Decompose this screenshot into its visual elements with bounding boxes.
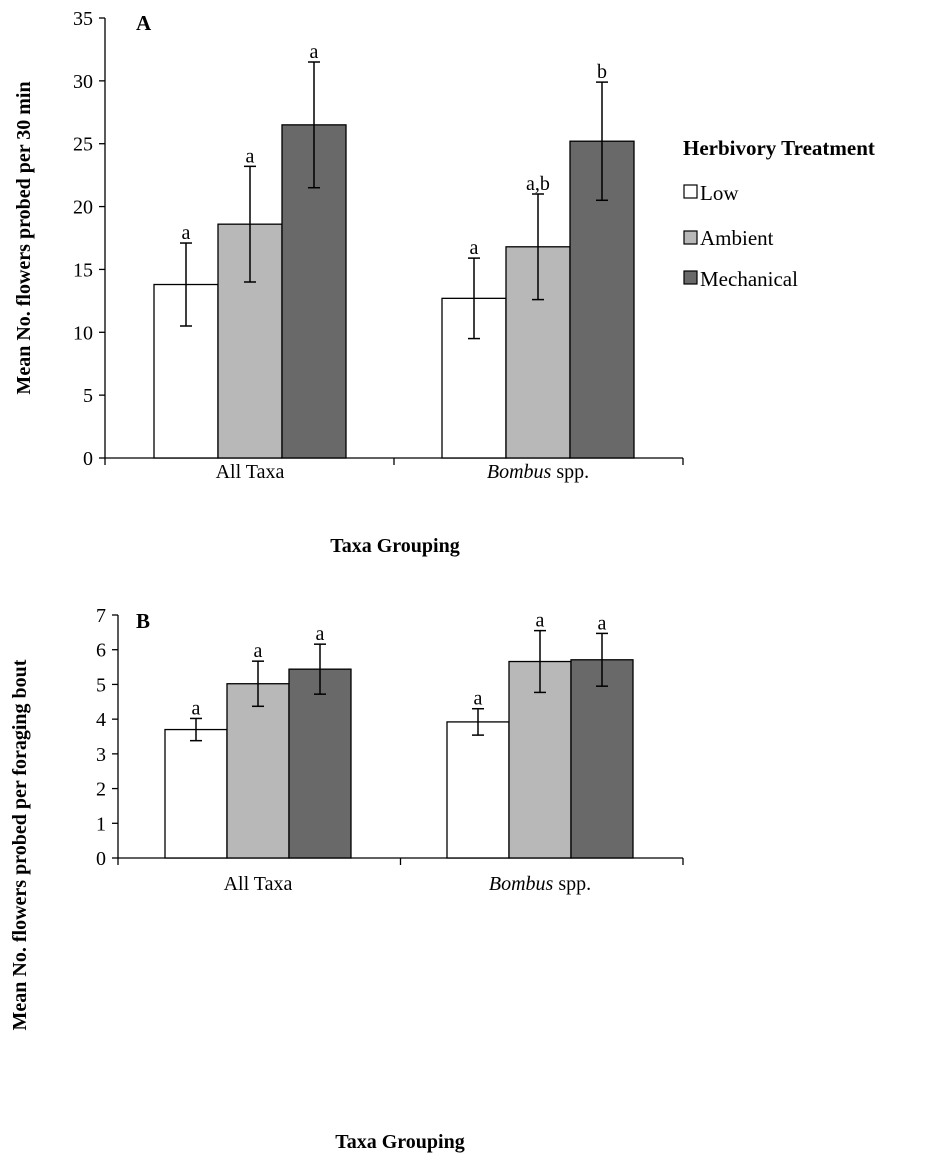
significance-label: a (192, 697, 201, 719)
legend-label-low: Low (700, 181, 739, 205)
legend-swatch-low (683, 184, 698, 199)
category-label: All Taxa (216, 461, 285, 483)
significance-label: a (316, 623, 325, 645)
y-tick-label: 1 (96, 813, 106, 835)
y-tick-label: 15 (73, 259, 93, 281)
y-axis-title-b: Mean No. flowers probed per foraging bou… (9, 659, 31, 1030)
bar-low (164, 728, 228, 859)
x-axis-title-a: Taxa Grouping (330, 535, 460, 557)
y-tick-label: 20 (73, 197, 93, 219)
significance-label: a,b (526, 173, 550, 195)
bar-low (446, 721, 510, 859)
y-tick-label: 25 (73, 134, 93, 156)
legend-title: Herbivory Treatment (683, 136, 875, 160)
legend-swatch-mechanical (683, 270, 698, 285)
panel-letter-b: B (136, 609, 150, 633)
significance-label: a (254, 640, 263, 662)
bar-ambient (226, 683, 290, 859)
bar-ambient (508, 660, 572, 859)
legend-swatch-ambient (683, 230, 698, 245)
y-tick-label: 6 (96, 640, 106, 662)
y-tick-label: 10 (73, 322, 93, 344)
chart-a: A Mean No. flowers probed per 30 min Tax… (13, 8, 875, 557)
significance-label: a (310, 41, 319, 63)
y-tick-label: 7 (96, 605, 106, 627)
legend-label-mechanical: Mechanical (700, 267, 798, 291)
significance-label: a (474, 688, 483, 710)
x-axis-title-b: Taxa Grouping (335, 1131, 465, 1153)
significance-label: a (470, 237, 479, 259)
legend: Herbivory Treatment Low Ambient Mechanic… (683, 136, 875, 291)
panel-letter-a: A (136, 11, 152, 35)
significance-label: a (536, 610, 545, 632)
legend-label-ambient: Ambient (700, 226, 774, 250)
bar-mechanical (570, 659, 634, 859)
y-tick-label: 5 (83, 385, 93, 407)
y-tick-label: 0 (96, 848, 106, 870)
y-axis-title-a: Mean No. flowers probed per 30 min (13, 81, 35, 394)
category-label: Bombus spp. (487, 461, 589, 483)
significance-label: a (182, 222, 191, 244)
category-label: All Taxa (224, 873, 293, 895)
y-tick-label: 30 (73, 71, 93, 93)
bar-mechanical (288, 668, 352, 859)
significance-label: a (598, 612, 607, 634)
significance-label: b (597, 61, 607, 83)
significance-label: a (246, 145, 255, 167)
y-tick-label: 5 (96, 674, 106, 696)
category-label: Bombus spp. (489, 873, 591, 895)
y-tick-label: 3 (96, 744, 106, 766)
y-tick-label: 35 (73, 8, 93, 30)
y-tick-label: 2 (96, 779, 106, 801)
chart-b: B Mean No. flowers probed per foraging b… (9, 605, 684, 1153)
y-tick-label: 4 (96, 709, 106, 731)
y-tick-label: 0 (83, 448, 93, 470)
